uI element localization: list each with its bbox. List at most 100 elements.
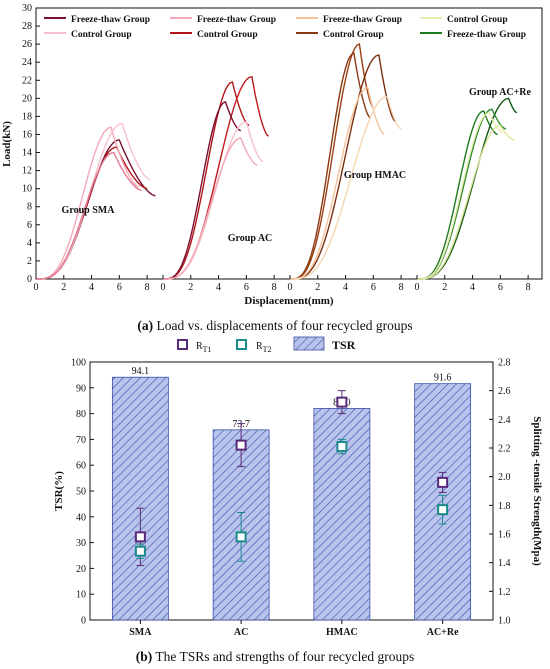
y2-tick-label: 2.4 xyxy=(498,415,511,426)
legend-label-rt1: RT1 xyxy=(196,341,212,354)
x-tick-label: 2 xyxy=(188,282,193,293)
rt1-marker xyxy=(437,476,449,488)
tsr-bar-chart: 94.173.782.091.6 0102030405060708090100 … xyxy=(53,336,543,664)
x-tick-label: 0 xyxy=(161,282,166,293)
bar-value-label: 94.1 xyxy=(132,366,150,377)
y-tick-label: 60 xyxy=(76,461,86,472)
group-label: Group AC xyxy=(228,233,273,244)
load-curve xyxy=(417,124,515,280)
legend-label: Control Group xyxy=(71,30,132,40)
legend-label: Freeze-thaw Group xyxy=(197,15,276,25)
rt2-marker xyxy=(336,441,348,453)
caption-b: (b) The TSRs and strengths of four recyc… xyxy=(136,649,414,664)
load-curve xyxy=(417,97,518,280)
x-tick-label: 4 xyxy=(216,282,221,293)
y-tick-label: 14 xyxy=(22,148,32,159)
legend-label: Freeze-thaw Group xyxy=(447,30,526,40)
rt2-marker xyxy=(235,531,247,543)
rt2-marker xyxy=(134,545,146,557)
load-curve xyxy=(36,126,140,280)
y-tick-label: 80 xyxy=(76,409,86,420)
legend: RT1 RT2 TSR xyxy=(177,336,356,354)
x-tick-label: AC+Re xyxy=(427,627,459,638)
y2-tick-label: 1.0 xyxy=(498,616,511,627)
legend-swatch-tsr xyxy=(293,336,325,351)
legend-label: Control Group xyxy=(447,15,508,25)
load-curve xyxy=(417,111,504,280)
rt1-marker xyxy=(336,396,348,408)
tsr-bars: 94.173.782.091.6 xyxy=(111,366,472,621)
y-tick-label: 22 xyxy=(22,75,32,86)
x-tick-label: 2 xyxy=(315,282,320,293)
x-tick-label: 8 xyxy=(272,282,277,293)
y2-axis-ticks: 1.0 1.2 1.4 1.6 1.8 2.0 2.2 2.4 2.6 2.8 xyxy=(489,358,511,627)
load-curve xyxy=(417,108,507,280)
load-curve xyxy=(163,81,250,280)
y-axis-label: TSR(%) xyxy=(53,471,65,511)
x-tick-label: SMA xyxy=(129,627,152,638)
x-tick-label: AC xyxy=(234,627,248,638)
y-tick-label: 70 xyxy=(76,435,86,446)
group-labels: Group SMA Group AC Group HMAC Group AC+Re xyxy=(62,87,532,244)
legend-swatch-rt1 xyxy=(177,339,188,350)
y2-tick-label: 2.8 xyxy=(498,358,511,369)
group-label: Group AC+Re xyxy=(469,87,531,98)
legend-label: Control Group xyxy=(197,30,258,40)
tsr-bar xyxy=(111,376,169,621)
y-tick-label: 20 xyxy=(76,564,86,575)
x-tick-label: 4 xyxy=(89,282,94,293)
y-tick-label: 40 xyxy=(76,512,86,523)
load-curve xyxy=(163,75,270,280)
y-tick-label: 10 xyxy=(76,590,86,601)
load-curve xyxy=(290,95,402,280)
legend: Freeze-thaw Group Freeze-thaw Group Freeze… xyxy=(44,15,526,40)
legend-label-rt2: RT2 xyxy=(256,341,272,354)
y2-tick-label: 2.6 xyxy=(498,386,511,397)
group-label: Group SMA xyxy=(62,205,116,216)
load-curve xyxy=(290,52,372,280)
x-tick-label: 6 xyxy=(117,282,122,293)
y-tick-label: 12 xyxy=(22,166,32,177)
legend-label: Freeze-thaw Group xyxy=(71,15,150,25)
x-axis-ticks: SMA AC HMAC AC+Re xyxy=(129,620,459,638)
load-curve xyxy=(36,151,142,280)
y-tick-label: 30 xyxy=(76,538,86,549)
curve-groups xyxy=(36,43,518,280)
y-axis-label: Load(kN) xyxy=(1,121,13,167)
caption-a: (a) Load vs. displacements of four recyc… xyxy=(137,318,412,333)
y2-tick-label: 2.2 xyxy=(498,444,511,455)
y-tick-label: 26 xyxy=(22,39,32,50)
group-label: Group HMAC xyxy=(344,170,406,181)
x-tick-label: 4 xyxy=(343,282,348,293)
y-tick-label: 30 xyxy=(22,3,32,14)
legend-label: Control Group xyxy=(323,30,384,40)
y-tick-label: 0 xyxy=(27,274,32,285)
rt2-marker xyxy=(437,504,449,516)
y-tick-label: 8 xyxy=(27,202,32,213)
load-curve xyxy=(290,43,374,280)
rt1-marker xyxy=(134,531,146,543)
y2-tick-label: 1.4 xyxy=(498,558,511,569)
y-tick-label: 90 xyxy=(76,383,86,394)
y2-tick-label: 1.2 xyxy=(498,587,511,598)
load-curve xyxy=(290,54,397,280)
x-tick-label: 6 xyxy=(244,282,249,293)
strength-markers xyxy=(134,390,449,567)
x-tick-label: 2 xyxy=(61,282,66,293)
load-curve xyxy=(36,122,151,280)
y-tick-label: 18 xyxy=(22,111,32,122)
x-tick-label: 8 xyxy=(526,282,531,293)
y-tick-label: 10 xyxy=(22,184,32,195)
y-axis-ticks: 0 10 20 30 40 50 60 70 80 90 100 xyxy=(71,358,94,627)
y-tick-label: 16 xyxy=(22,129,32,140)
load-curve xyxy=(163,100,242,280)
bar-value-label: 91.6 xyxy=(434,373,452,384)
x-tick-label: 0 xyxy=(288,282,293,293)
y-tick-label: 2 xyxy=(27,256,32,267)
x-tick-label: 2 xyxy=(442,282,447,293)
load-curve xyxy=(417,110,498,280)
y2-axis-label: Splitting -tensile Strength(Mpa) xyxy=(531,416,543,566)
